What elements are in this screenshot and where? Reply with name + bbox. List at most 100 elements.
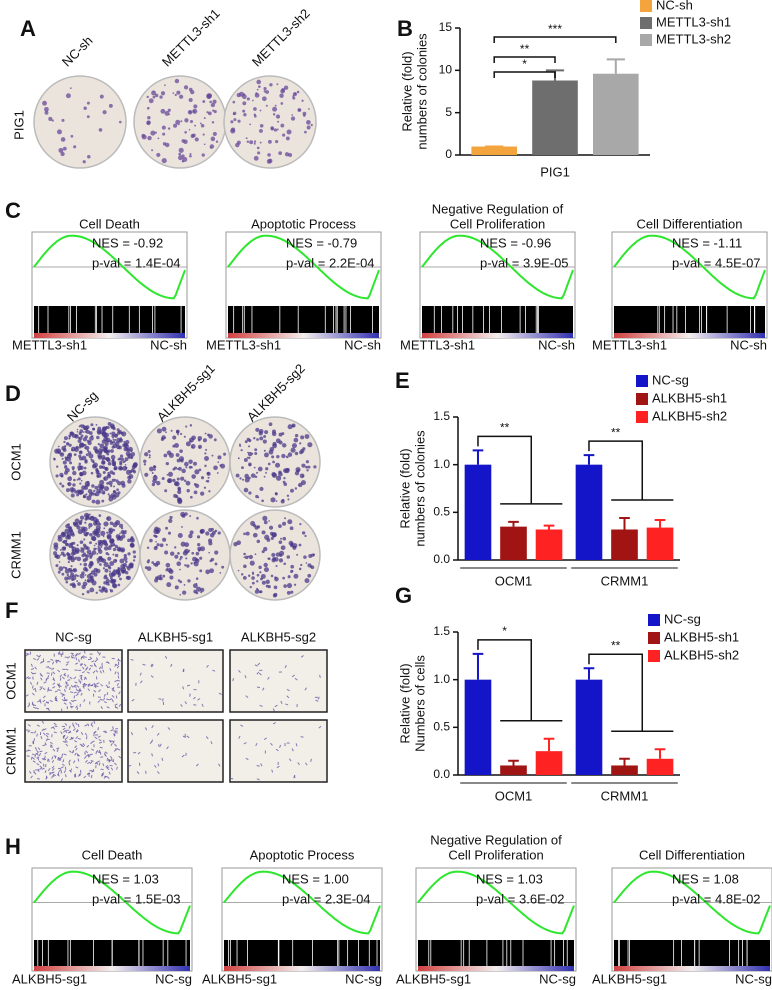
colony	[167, 531, 172, 535]
colony	[169, 575, 174, 580]
colony	[95, 423, 98, 426]
colony	[191, 474, 196, 479]
cell	[256, 764, 260, 767]
colony	[307, 563, 312, 568]
significance-label: **	[500, 421, 510, 435]
colony	[283, 85, 289, 90]
cell	[137, 751, 141, 755]
colony	[304, 130, 307, 134]
colony	[76, 556, 82, 562]
colony	[127, 567, 131, 571]
cell	[78, 652, 81, 656]
colony	[154, 93, 159, 98]
colony	[195, 591, 199, 595]
colony	[259, 590, 263, 594]
colony	[197, 549, 201, 552]
colony	[57, 445, 60, 448]
cell	[51, 759, 54, 763]
colony	[253, 113, 256, 116]
colony	[299, 442, 302, 445]
cell	[61, 698, 65, 702]
colony	[69, 546, 71, 548]
y-axis-label: Relative (fold)	[399, 51, 414, 131]
cell	[260, 763, 263, 767]
cell	[117, 675, 120, 679]
cell	[100, 683, 104, 687]
colony	[88, 431, 93, 436]
colony	[256, 525, 261, 529]
colony	[165, 526, 168, 530]
colony	[298, 543, 302, 547]
cell	[97, 727, 100, 731]
colony	[272, 460, 275, 464]
cell	[51, 765, 55, 769]
colony	[87, 441, 92, 446]
cell	[167, 727, 171, 731]
enrichment-curve	[33, 234, 186, 300]
cell	[42, 687, 46, 691]
colony	[183, 435, 186, 438]
cell	[153, 764, 157, 768]
colony	[283, 584, 287, 588]
legend-swatch	[648, 614, 660, 626]
colony	[235, 473, 240, 478]
colony	[119, 532, 121, 535]
colony	[123, 440, 126, 444]
error-bar	[543, 737, 555, 752]
cell	[69, 701, 72, 705]
colony	[246, 456, 249, 459]
cell	[90, 741, 93, 745]
colony	[127, 552, 131, 556]
cell	[62, 727, 66, 731]
colony	[152, 465, 156, 469]
cell	[79, 674, 83, 677]
colony	[91, 435, 94, 438]
colony	[281, 453, 286, 459]
colony	[99, 94, 104, 99]
colony	[77, 477, 81, 481]
colony	[64, 568, 70, 574]
colony	[128, 446, 133, 452]
colony	[151, 90, 157, 96]
cell	[36, 763, 40, 766]
enrichment-curve	[417, 870, 575, 935]
colony	[290, 447, 296, 453]
colony	[291, 114, 294, 116]
colony	[109, 579, 114, 584]
colony	[179, 558, 182, 561]
colony	[167, 567, 173, 573]
colony	[82, 581, 88, 587]
colony	[236, 540, 241, 546]
colony	[206, 471, 211, 476]
colony	[189, 120, 194, 124]
colony	[107, 546, 112, 551]
x-tick-label: OCM1	[495, 788, 533, 803]
pval-label: p-val = 2.2E-04	[286, 255, 375, 270]
cell	[206, 664, 209, 668]
colony	[242, 109, 246, 113]
colony	[177, 486, 181, 490]
colony	[106, 425, 110, 429]
cell	[74, 740, 78, 743]
cell	[81, 666, 85, 670]
colony	[98, 465, 103, 469]
cell	[34, 688, 37, 693]
cell	[64, 699, 68, 701]
colony	[200, 591, 203, 594]
colony	[93, 544, 96, 547]
colony	[86, 115, 90, 119]
colony	[292, 96, 296, 100]
colony	[293, 92, 297, 95]
colony	[81, 553, 85, 558]
rank-strip	[418, 966, 574, 971]
cell	[70, 700, 75, 703]
cell	[25, 694, 29, 697]
colony	[241, 466, 244, 470]
colony	[156, 480, 161, 486]
cell	[319, 674, 321, 678]
colony	[78, 489, 85, 495]
colony	[156, 527, 161, 533]
colony	[77, 465, 83, 470]
cell	[151, 753, 153, 757]
colony	[143, 463, 147, 466]
